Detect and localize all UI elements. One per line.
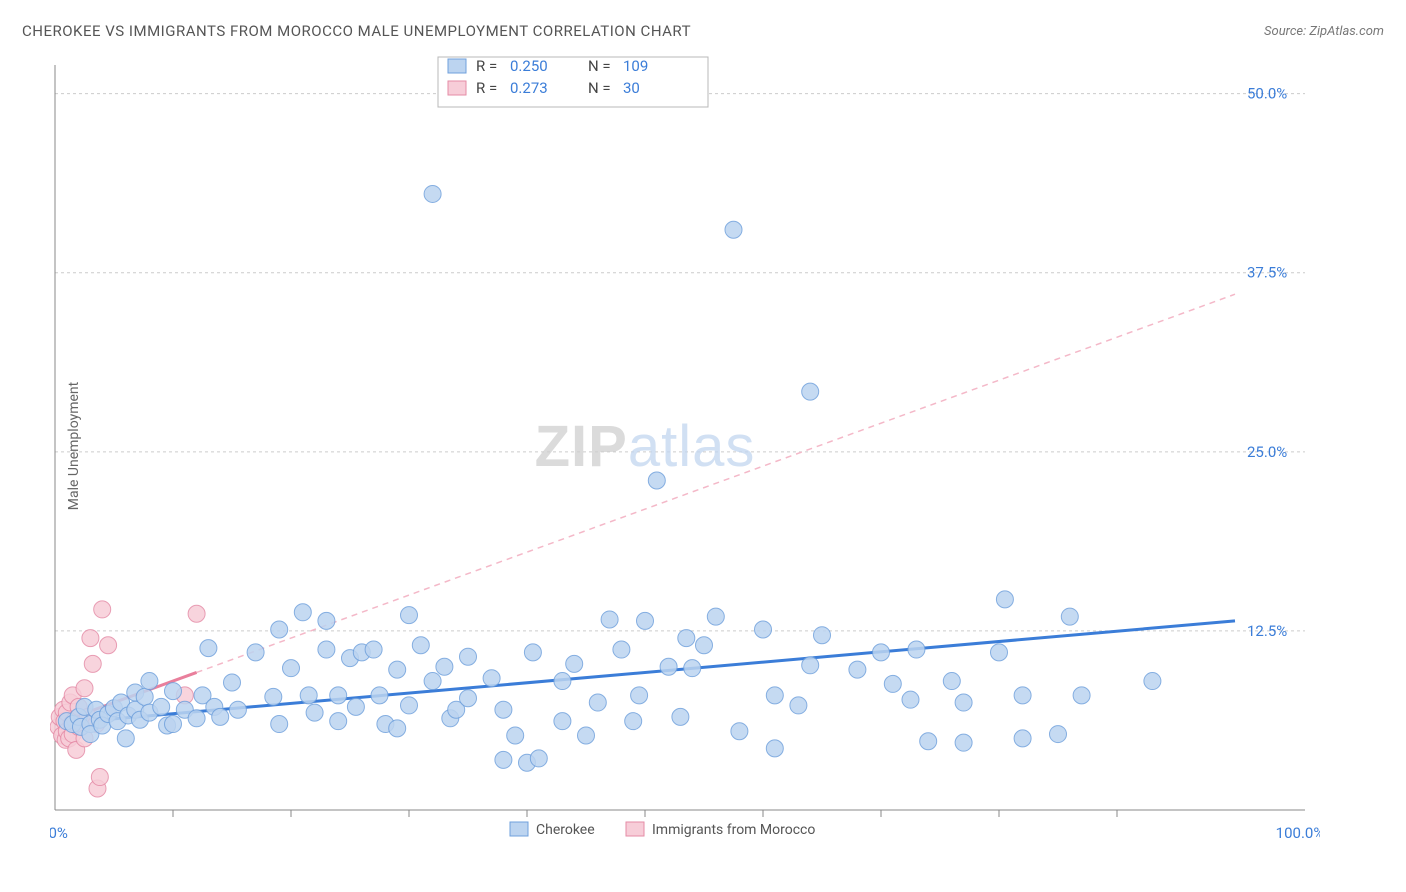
svg-text:0.273: 0.273 — [510, 79, 548, 97]
source-attribution: Source: ZipAtlas.com — [1264, 24, 1384, 39]
chart-title: CHEROKEE VS IMMIGRANTS FROM MOROCCO MALE… — [22, 22, 691, 40]
svg-text:0.0%: 0.0% — [50, 824, 68, 842]
svg-text:R =: R = — [476, 57, 497, 75]
scatter-plot: 12.5% 25.0% 37.5% 50.0% ZIPatlas 0.0% 100.0% R … — [50, 55, 1320, 855]
svg-text:109: 109 — [623, 57, 648, 75]
svg-text:Immigrants from Morocco: Immigrants from Morocco — [652, 822, 815, 838]
svg-text:R =: R = — [476, 79, 497, 97]
svg-text:N =: N = — [588, 79, 611, 97]
chart-area: 12.5%25.0%37.5%50.0%ZIPatlas0.0%100.0%R … — [50, 55, 1320, 825]
svg-text:0.250: 0.250 — [510, 57, 548, 75]
svg-text:100.0%: 100.0% — [1276, 824, 1320, 842]
svg-text:37.5%: 37.5% — [1247, 264, 1287, 282]
svg-text:30: 30 — [623, 79, 640, 97]
svg-text:ZIPatlas: ZIPatlas — [535, 414, 756, 479]
svg-text:N =: N = — [588, 57, 611, 75]
svg-text:Cherokee: Cherokee — [536, 822, 595, 838]
svg-text:25.0%: 25.0% — [1247, 443, 1287, 461]
svg-text:12.5%: 12.5% — [1247, 622, 1287, 640]
svg-text:50.0%: 50.0% — [1247, 85, 1287, 103]
